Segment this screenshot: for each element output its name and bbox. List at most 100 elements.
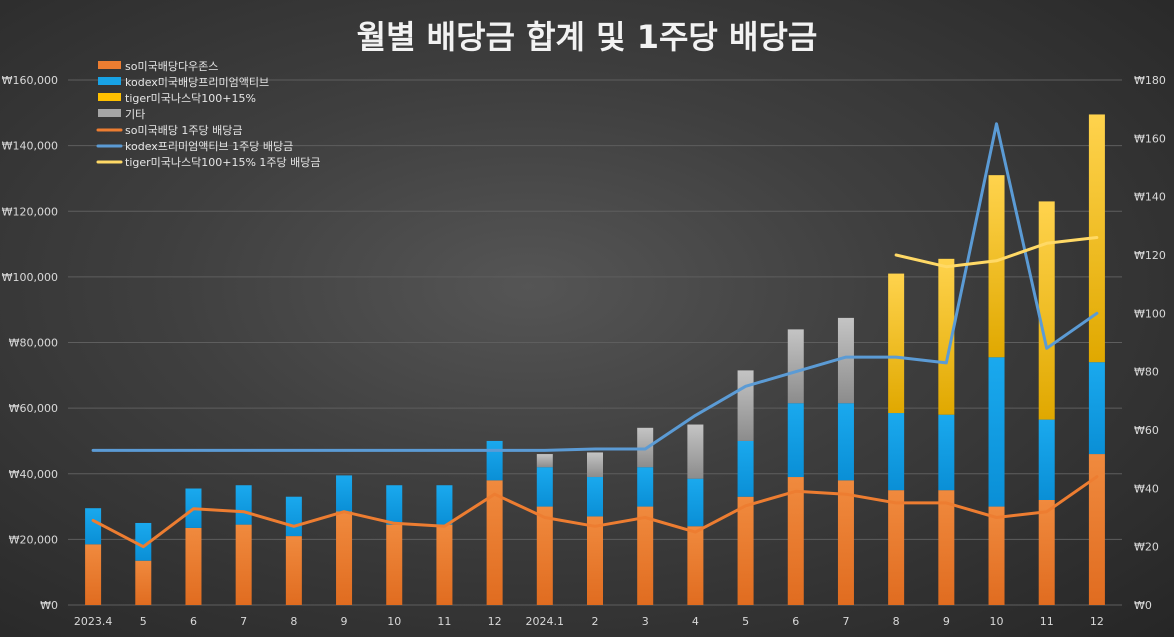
x-tick-label: 9 <box>341 615 348 628</box>
bar-segment-3 <box>938 258 955 415</box>
x-tick-label: 6 <box>792 615 799 628</box>
bar-segment-1 <box>235 524 252 605</box>
right-tick-label: ₩40 <box>1134 482 1159 495</box>
bar-segment-2 <box>637 467 654 507</box>
bar-segment-4 <box>536 454 553 468</box>
right-y-axis: ₩0 ₩20 ₩40 ₩60 ₩80 ₩100 ₩120 ₩140 ₩160 ₩180 <box>1134 74 1166 612</box>
bar-segment-2 <box>888 413 905 491</box>
bar-segment-4 <box>837 317 854 404</box>
bar-segment-1 <box>135 560 152 605</box>
right-tick-label: ₩180 <box>1134 74 1166 87</box>
left-tick-label: ₩40,000 <box>9 468 58 481</box>
line-series-2 <box>91 122 1099 452</box>
right-tick-label: ₩80 <box>1134 366 1159 379</box>
x-tick-label: 11 <box>1040 615 1054 628</box>
x-tick-label: 7 <box>842 615 849 628</box>
bar-segment-1 <box>436 524 453 605</box>
bar-segment-1 <box>386 524 403 605</box>
right-tick-label: ₩100 <box>1134 307 1166 320</box>
left-tick-label: ₩60,000 <box>9 402 58 415</box>
bar-segment-2 <box>486 440 503 481</box>
bar-segment-2 <box>687 478 704 527</box>
legend-label-line-1: so미국배당 1주당 배당금 <box>125 124 243 137</box>
bar-segment-2 <box>436 485 453 525</box>
x-tick-label: 12 <box>1090 615 1104 628</box>
bar-segment-2 <box>787 403 804 478</box>
left-y-axis: ₩0 ₩20,000 ₩40,000 ₩60,000 ₩80,000 ₩100,000 ₩1… <box>2 74 58 612</box>
bar-segment-2 <box>988 357 1005 507</box>
left-tick-label: ₩160,000 <box>2 74 58 87</box>
x-tick-label: 6 <box>190 615 197 628</box>
bar-segment-4 <box>787 329 804 404</box>
bar-segment-2 <box>536 467 553 507</box>
x-tick-label: 4 <box>692 615 699 628</box>
bar-segment-1 <box>787 477 804 605</box>
x-tick-label: 7 <box>240 615 247 628</box>
x-tick-label: 10 <box>990 615 1004 628</box>
left-tick-label: ₩80,000 <box>9 337 58 350</box>
line-series-3 <box>894 236 1099 269</box>
bar-segment-2 <box>1088 362 1105 455</box>
legend: so미국배당다우존스 kodex미국배당프리미엄액티브 tiger미국나스닥100+… <box>96 60 321 169</box>
bar-segment-4 <box>737 370 754 441</box>
bar-segment-1 <box>336 511 353 605</box>
right-tick-label: ₩60 <box>1134 424 1159 437</box>
right-tick-label: ₩140 <box>1134 191 1166 204</box>
bar-segment-1 <box>737 496 754 605</box>
bar-segment-2 <box>336 475 353 512</box>
x-tick-label: 8 <box>893 615 900 628</box>
left-tick-label: ₩100,000 <box>2 271 58 284</box>
bar-segment-2 <box>85 508 102 545</box>
x-tick-label: 2023.4 <box>74 615 113 628</box>
bar-segment-2 <box>285 496 302 537</box>
bar-segment-1 <box>637 506 654 605</box>
bar-segment-1 <box>1038 500 1055 605</box>
x-tick-label: 2 <box>592 615 599 628</box>
legend-label-bar-1: so미국배당다우존스 <box>125 60 218 73</box>
chart-title: 월별 배당금 합계 및 1주당 배당금 <box>357 18 818 56</box>
x-tick-label: 3 <box>642 615 649 628</box>
x-tick-label: 5 <box>742 615 749 628</box>
bar-segment-1 <box>938 490 955 605</box>
right-tick-label: ₩20 <box>1134 541 1159 554</box>
x-tick-label: 9 <box>943 615 950 628</box>
bar-segment-1 <box>687 526 704 605</box>
left-tick-label: ₩120,000 <box>2 205 58 218</box>
left-tick-label: ₩140,000 <box>2 140 58 153</box>
bar-segment-2 <box>1038 419 1055 500</box>
bar-segment-3 <box>1038 201 1055 420</box>
legend-swatch-bar-2 <box>98 77 121 85</box>
left-tick-label: ₩20,000 <box>9 533 58 546</box>
bar-series <box>85 114 1105 605</box>
right-tick-label: ₩120 <box>1134 249 1166 262</box>
bar-segment-1 <box>536 506 553 605</box>
bar-segment-2 <box>737 440 754 497</box>
bar-segment-1 <box>988 506 1005 605</box>
legend-swatch-bar-3 <box>98 93 121 101</box>
bar-segment-2 <box>135 522 152 561</box>
legend-swatch-bar-4 <box>98 109 121 117</box>
x-tick-label: 5 <box>140 615 147 628</box>
bar-segment-1 <box>185 527 202 605</box>
right-tick-label: ₩0 <box>1134 599 1152 612</box>
x-tick-label: 12 <box>488 615 502 628</box>
line-series-1 <box>91 475 1099 549</box>
bar-segment-1 <box>85 544 102 605</box>
bar-segment-1 <box>837 480 854 605</box>
bar-segment-2 <box>938 414 955 491</box>
x-axis: 2023.4 5 6 7 8 9 10 11 12 2024.1 2 3 4 5 6 7 8 9 10 11 12 <box>74 615 1104 628</box>
bar-segment-2 <box>386 485 403 525</box>
bar-segment-2 <box>235 485 252 525</box>
bar-segment-2 <box>837 403 854 481</box>
bar-segment-1 <box>587 516 603 605</box>
x-tick-label: 10 <box>387 615 401 628</box>
bar-segment-1 <box>285 536 302 605</box>
legend-label-bar-3: tiger미국나스닥100+15% <box>125 92 256 105</box>
bar-segment-4 <box>687 424 704 479</box>
line-series <box>91 122 1099 549</box>
x-tick-label: 8 <box>290 615 297 628</box>
bar-segment-2 <box>587 477 603 517</box>
bar-segment-1 <box>888 490 905 605</box>
bar-segment-3 <box>888 273 905 414</box>
